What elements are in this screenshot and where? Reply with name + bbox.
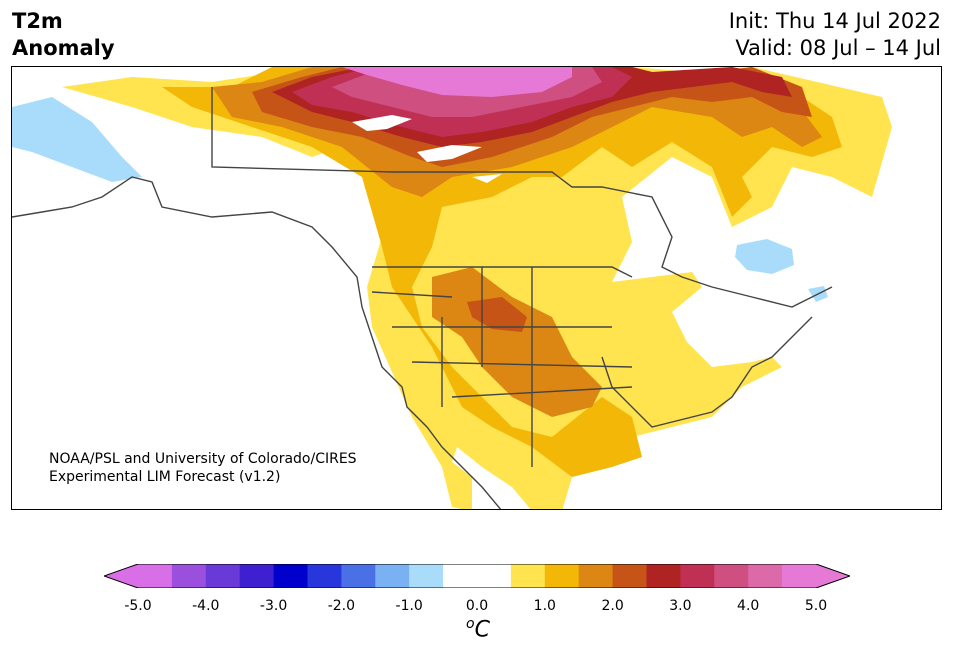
date-info: Init: Thu 14 Jul 2022 Valid: 08 Jul – 14… xyxy=(729,8,941,62)
colorbar-tick-label: 4.0 xyxy=(737,598,760,614)
colorbar-swatch xyxy=(612,564,647,588)
valid-range: Valid: 08 Jul – 14 Jul xyxy=(735,36,941,60)
colorbar-swatch xyxy=(443,564,478,588)
colorbar-swatch xyxy=(646,564,681,588)
credit-line-2: Experimental LIM Forecast (v1.2) xyxy=(49,469,281,485)
colorbar-tick-label: -2.0 xyxy=(327,598,356,614)
colorbar-swatch xyxy=(138,564,173,588)
lake-3 xyxy=(472,174,502,183)
colorbar-swatch xyxy=(714,564,749,588)
credit: NOAA/PSL and University of Colorado/CIRE… xyxy=(49,450,357,486)
chart-title: T2m Anomaly xyxy=(12,8,115,62)
colorbar-swatch xyxy=(544,564,580,588)
title-line-1: T2m xyxy=(12,9,63,33)
colorbar-swatch xyxy=(578,564,614,588)
warm-band-3 xyxy=(212,67,822,417)
lake-1 xyxy=(352,115,412,131)
anomaly-map xyxy=(11,66,942,510)
colorbar xyxy=(104,564,850,588)
colorbar-swatch xyxy=(171,564,207,588)
colorbar-tick-label: 2.0 xyxy=(601,598,624,614)
unit-letter: C xyxy=(474,617,490,643)
colorbar-tick-label: 0.0 xyxy=(465,598,489,614)
colorbar-swatch xyxy=(748,564,783,588)
colorbar-swatch xyxy=(510,564,546,588)
colorbar-tick-label: -4.0 xyxy=(192,598,220,614)
colorbar-tick-label: 5.0 xyxy=(804,598,828,614)
colorbar-tick-label: 3.0 xyxy=(669,598,692,614)
title-line-2: Anomaly xyxy=(12,36,115,60)
init-date: Init: Thu 14 Jul 2022 xyxy=(728,9,941,33)
borders xyxy=(12,87,833,509)
colorbar-swatch xyxy=(273,564,308,588)
colorbar-tick-label: -5.0 xyxy=(124,598,152,614)
colorbar-swatch xyxy=(680,564,715,588)
colorbar-swatch xyxy=(307,564,342,588)
cool-anomaly-alaska xyxy=(12,97,142,182)
colorbar-swatch xyxy=(341,564,376,588)
colorbar-tick-label: -3.0 xyxy=(259,598,288,614)
colorbar-swatch xyxy=(782,564,817,588)
credit-line-1: NOAA/PSL and University of Colorado/CIRE… xyxy=(49,451,357,467)
colorbar-unit: oC xyxy=(466,616,490,642)
colorbar-swatch xyxy=(409,564,444,588)
colorbar-swatch xyxy=(205,564,241,588)
colorbar-swatch xyxy=(239,564,275,588)
warm-band-8 xyxy=(342,67,572,97)
cool-anomaly-hudson xyxy=(735,239,794,274)
colorbar-low-extend xyxy=(104,564,138,588)
colorbar-high-extend xyxy=(816,564,850,588)
colorbar-swatch xyxy=(477,564,512,588)
colorbar-tick-label: -1.0 xyxy=(395,598,423,614)
colorbar-tick-label: 1.0 xyxy=(533,598,556,614)
unit-degree: o xyxy=(466,616,475,632)
colorbar-swatch xyxy=(375,564,410,588)
map-svg xyxy=(12,67,892,509)
lake-2 xyxy=(417,145,482,162)
